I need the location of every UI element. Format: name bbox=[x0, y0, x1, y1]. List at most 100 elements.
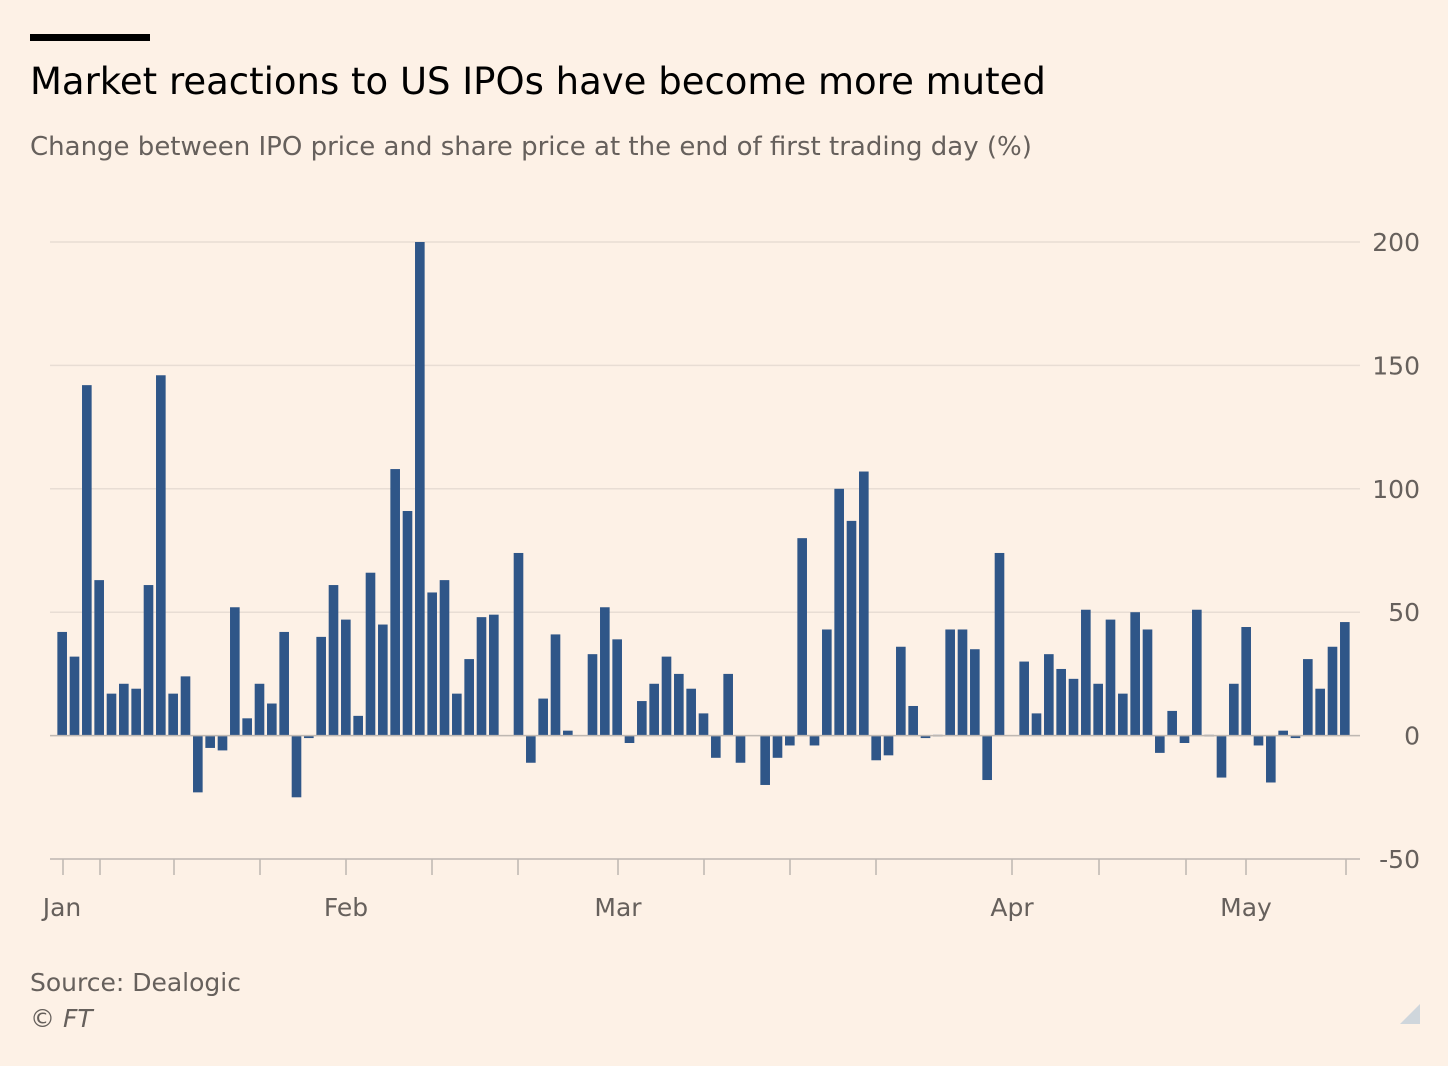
bar bbox=[1130, 612, 1140, 736]
gridlines bbox=[50, 241, 1360, 737]
bar bbox=[822, 629, 832, 736]
bar bbox=[883, 735, 894, 756]
bar bbox=[1179, 735, 1190, 743]
bar bbox=[797, 538, 807, 736]
bar bbox=[267, 703, 277, 736]
bar bbox=[1044, 654, 1054, 736]
bar bbox=[587, 654, 598, 736]
bar bbox=[1019, 661, 1029, 736]
chart-subtitle: Change between IPO price and share price… bbox=[30, 132, 1032, 162]
bar bbox=[94, 580, 104, 736]
bar bbox=[686, 688, 696, 736]
bars bbox=[57, 242, 1350, 798]
bar bbox=[1253, 735, 1264, 746]
x-tick-label: Mar bbox=[594, 893, 642, 922]
bar bbox=[920, 735, 931, 739]
y-tick-labels: 200 150 100 50 0 -50 bbox=[1372, 228, 1420, 874]
x-tick-label: Jan bbox=[41, 893, 82, 922]
bar bbox=[859, 471, 869, 736]
bar bbox=[489, 614, 499, 736]
bar-chart: 200 150 100 50 0 -50 Jan Feb Mar Apr May bbox=[41, 228, 1420, 922]
bar bbox=[119, 683, 129, 736]
bar bbox=[1167, 710, 1177, 736]
x-tick-label: Apr bbox=[990, 893, 1034, 922]
bar bbox=[1303, 659, 1313, 736]
header-rule bbox=[30, 34, 150, 41]
source-note: Source: Dealogic bbox=[30, 968, 241, 997]
bar bbox=[279, 631, 289, 736]
bar bbox=[1266, 735, 1276, 783]
bar bbox=[131, 688, 141, 736]
bar bbox=[1155, 735, 1165, 753]
bar bbox=[439, 580, 450, 736]
bar bbox=[637, 701, 647, 736]
bar bbox=[82, 385, 92, 736]
bar bbox=[612, 639, 622, 736]
bar bbox=[945, 629, 955, 736]
bar bbox=[1093, 683, 1103, 736]
bar bbox=[649, 683, 659, 736]
y-tick-label: 100 bbox=[1372, 475, 1420, 504]
bar bbox=[600, 607, 610, 736]
bar bbox=[217, 735, 228, 751]
bar bbox=[785, 735, 795, 746]
x-tick-label: Feb bbox=[324, 893, 368, 922]
chart-title: Market reactions to US IPOs have become … bbox=[30, 60, 1046, 103]
bar bbox=[1229, 683, 1239, 736]
bar bbox=[230, 607, 240, 736]
bar bbox=[402, 511, 413, 736]
bar bbox=[1340, 622, 1350, 736]
bar bbox=[1118, 693, 1128, 736]
y-tick-label: 50 bbox=[1388, 598, 1420, 627]
bar bbox=[316, 636, 326, 736]
bar bbox=[772, 735, 783, 758]
bar bbox=[254, 683, 265, 736]
bar bbox=[624, 735, 635, 743]
bar bbox=[661, 656, 672, 736]
bar bbox=[1192, 609, 1202, 736]
x-axis bbox=[50, 734, 1360, 875]
bar bbox=[550, 634, 561, 736]
bar bbox=[871, 735, 881, 761]
bar bbox=[513, 552, 524, 736]
bar bbox=[735, 735, 746, 763]
bar bbox=[1315, 688, 1325, 736]
bar bbox=[809, 735, 820, 746]
bar bbox=[1327, 646, 1338, 736]
bar bbox=[365, 572, 376, 736]
bar bbox=[328, 585, 339, 736]
y-tick-label: 0 bbox=[1404, 722, 1420, 751]
bar bbox=[415, 242, 425, 736]
bar bbox=[723, 673, 733, 736]
bar bbox=[834, 488, 844, 736]
bar bbox=[242, 718, 252, 736]
bar bbox=[1081, 609, 1091, 736]
bar bbox=[1056, 668, 1066, 736]
x-tick-label: May bbox=[1220, 893, 1272, 922]
bar bbox=[304, 735, 314, 739]
bar bbox=[291, 735, 302, 798]
bar bbox=[193, 735, 203, 793]
bar bbox=[908, 705, 918, 736]
bar bbox=[957, 629, 968, 736]
bar bbox=[1241, 627, 1251, 736]
bar bbox=[711, 735, 721, 758]
y-tick-label: -50 bbox=[1379, 845, 1420, 874]
bar bbox=[563, 730, 573, 736]
bar bbox=[168, 693, 178, 736]
bar bbox=[970, 649, 980, 736]
bar bbox=[143, 585, 154, 736]
bar bbox=[156, 375, 166, 736]
bar bbox=[476, 617, 487, 736]
bar bbox=[353, 715, 363, 736]
bar bbox=[526, 735, 536, 763]
bar bbox=[698, 713, 709, 736]
bar bbox=[390, 469, 400, 736]
bar bbox=[538, 698, 548, 736]
bar bbox=[106, 693, 117, 736]
bar bbox=[1142, 629, 1153, 736]
bar bbox=[57, 631, 67, 736]
bar bbox=[1290, 735, 1301, 739]
y-tick-label: 200 bbox=[1372, 228, 1420, 257]
bar bbox=[427, 592, 437, 736]
